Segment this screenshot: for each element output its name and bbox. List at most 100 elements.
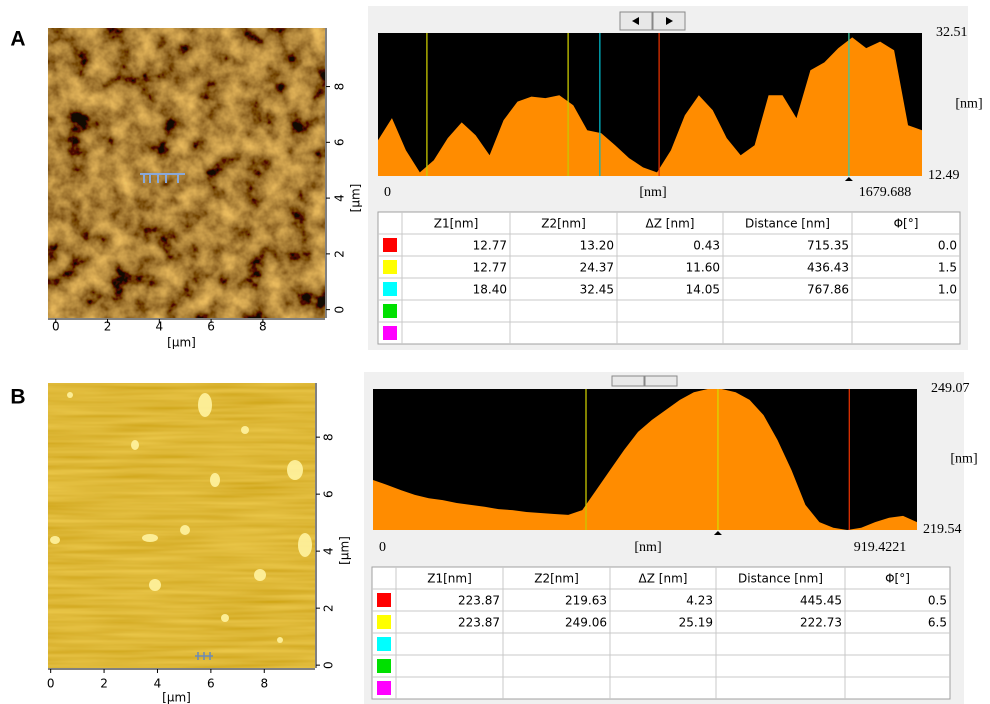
- table-header: Z1[nm]: [434, 217, 479, 231]
- table-cell: 25.19: [679, 616, 713, 630]
- table-cell: 219.63: [565, 594, 607, 608]
- row-color-swatch: [383, 260, 397, 274]
- row-color-swatch: [377, 593, 391, 607]
- afm-feature: [149, 579, 161, 591]
- y-tick-label: 8: [333, 83, 347, 91]
- afm-feature: [142, 534, 158, 542]
- table-header: Z1[nm]: [427, 572, 472, 586]
- afm-image: [48, 383, 315, 668]
- button-right[interactable]: [644, 375, 678, 387]
- table-cell: 223.87: [458, 616, 500, 630]
- table-cell: 436.43: [807, 261, 849, 275]
- x-tick-label: 8: [259, 320, 267, 334]
- y-tick-label: 0: [322, 661, 336, 669]
- afm-feature: [198, 393, 212, 417]
- afm-feature: [254, 569, 266, 581]
- row-color-swatch: [377, 681, 391, 695]
- table-cell: 445.45: [800, 594, 842, 608]
- x-tick-label: 0: [52, 320, 60, 334]
- table-cell: 13.20: [580, 239, 614, 253]
- y-min-label: 219.54: [923, 522, 962, 537]
- x-tick-label: 2: [104, 320, 112, 334]
- table-cell: 4.23: [686, 594, 713, 608]
- row-color-swatch: [377, 659, 391, 673]
- afm-feature: [210, 473, 220, 487]
- table-cell: 715.35: [807, 239, 849, 253]
- afm-feature: [287, 460, 303, 480]
- afm-feature: [277, 637, 283, 643]
- table-cell: 18.40: [473, 283, 507, 297]
- row-color-swatch: [383, 326, 397, 340]
- profile-area: [378, 37, 922, 176]
- x-tick-label: 2: [100, 677, 108, 691]
- table-header: Z2[nm]: [534, 572, 579, 586]
- x-end-label: 1679.688: [859, 185, 912, 200]
- table-cell: 249.06: [565, 616, 607, 630]
- y-tick-label: 2: [333, 250, 347, 258]
- y-unit-label: [µm]: [338, 536, 352, 565]
- y-min-label: 12.49: [928, 168, 960, 183]
- x-end-label: 919.4221: [854, 540, 907, 555]
- cursor-marker: [713, 531, 722, 535]
- y-unit-label: [nm]: [955, 97, 982, 112]
- x-tick-label: 0: [47, 677, 55, 691]
- x-unit-label: [nm]: [634, 540, 661, 555]
- y-tick-label: 2: [322, 604, 336, 612]
- table-header: Φ[°]: [894, 217, 919, 231]
- table-cell: 14.05: [686, 283, 720, 297]
- panel-label: B: [10, 386, 25, 409]
- table-header: Distance [nm]: [738, 572, 823, 586]
- panel-label: A: [10, 28, 25, 51]
- y-max-label: 249.07: [931, 381, 970, 396]
- x-start-label: 0: [384, 185, 391, 200]
- button-left[interactable]: [611, 375, 645, 387]
- x-tick-label: 4: [155, 320, 163, 334]
- afm-feature: [50, 536, 60, 544]
- x-unit-label: [µm]: [167, 336, 196, 350]
- table-cell: 223.87: [458, 594, 500, 608]
- table-cell: 767.86: [807, 283, 849, 297]
- afm-feature: [221, 614, 229, 622]
- y-max-label: 32.51: [936, 25, 968, 40]
- x-unit-label: [nm]: [639, 185, 666, 200]
- x-unit-label: [µm]: [162, 691, 191, 704]
- table-cell: 0.0: [938, 239, 957, 253]
- row-color-swatch: [383, 282, 397, 296]
- y-tick-label: 8: [322, 433, 336, 441]
- table-cell: 0.43: [693, 239, 720, 253]
- table-cell: 32.45: [580, 283, 614, 297]
- afm-feature: [241, 426, 249, 434]
- table-cell: 222.73: [800, 616, 842, 630]
- y-tick-label: 4: [333, 194, 347, 202]
- table-header: Distance [nm]: [745, 217, 830, 231]
- y-unit-label: [µm]: [349, 184, 363, 213]
- y-tick-label: 4: [322, 547, 336, 555]
- arrow-left-icon: [632, 17, 639, 25]
- row-color-swatch: [377, 615, 391, 629]
- row-color-swatch: [383, 238, 397, 252]
- afm-feature: [180, 525, 190, 535]
- table-header: ΔZ [nm]: [646, 217, 695, 231]
- profile-area: [373, 389, 917, 530]
- x-tick-label: 6: [207, 677, 215, 691]
- afm-feature: [298, 533, 312, 557]
- x-tick-label: 4: [154, 677, 162, 691]
- profile-line-marker: [195, 652, 213, 660]
- table-cell: 6.5: [928, 616, 947, 630]
- profile-line-marker: [140, 173, 185, 183]
- row-color-swatch: [377, 637, 391, 651]
- table-header: Z2[nm]: [541, 217, 586, 231]
- afm-feature: [67, 392, 73, 398]
- table-cell: 24.37: [580, 261, 614, 275]
- cursor-buttons[interactable]: [611, 11, 686, 387]
- afm-feature: [131, 440, 139, 450]
- table-cell: 1.5: [938, 261, 957, 275]
- table-cell: 1.0: [938, 283, 957, 297]
- table-header: Φ[°]: [885, 572, 910, 586]
- arrow-right-icon: [666, 17, 673, 25]
- x-tick-label: 8: [260, 677, 268, 691]
- x-start-label: 0: [379, 540, 386, 555]
- y-unit-label: [nm]: [950, 452, 977, 467]
- table-header: ΔZ [nm]: [639, 572, 688, 586]
